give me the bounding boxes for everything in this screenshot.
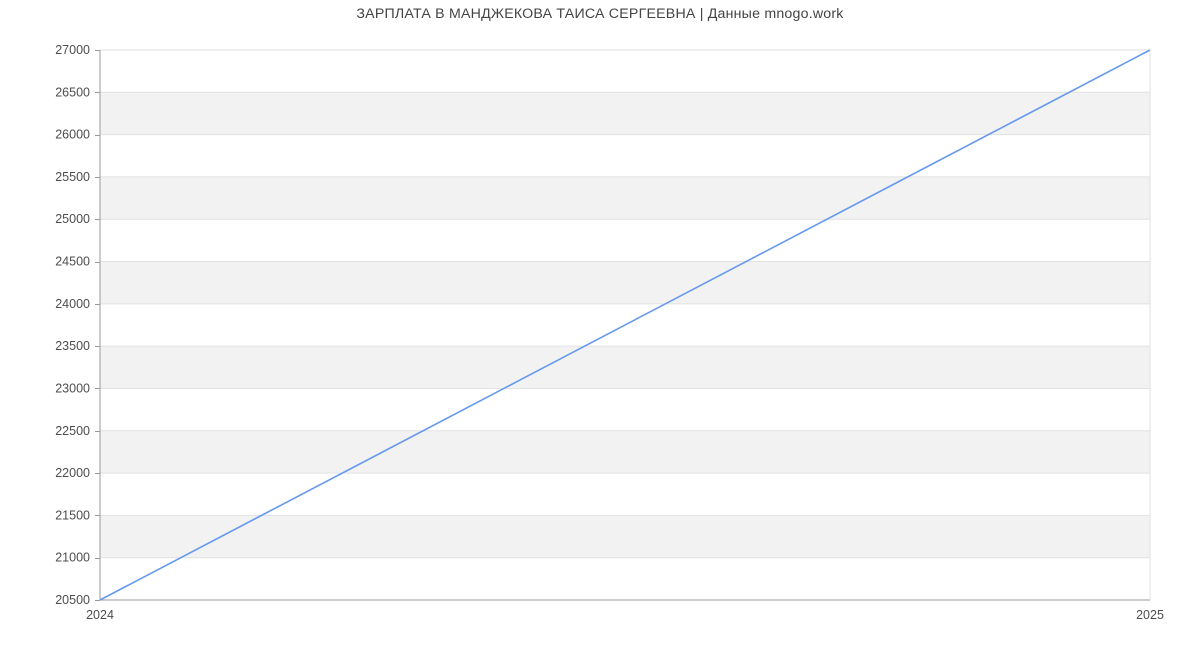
svg-text:21500: 21500 xyxy=(55,508,90,522)
svg-text:21000: 21000 xyxy=(55,551,90,565)
svg-text:20500: 20500 xyxy=(55,593,90,607)
svg-text:27000: 27000 xyxy=(55,43,90,57)
svg-text:25000: 25000 xyxy=(55,212,90,226)
svg-text:23500: 23500 xyxy=(55,339,90,353)
svg-text:23000: 23000 xyxy=(55,381,90,395)
svg-text:24000: 24000 xyxy=(55,297,90,311)
svg-text:26000: 26000 xyxy=(55,128,90,142)
svg-text:22000: 22000 xyxy=(55,466,90,480)
svg-text:2025: 2025 xyxy=(1136,608,1164,622)
svg-text:25500: 25500 xyxy=(55,170,90,184)
svg-text:22500: 22500 xyxy=(55,424,90,438)
svg-text:26500: 26500 xyxy=(55,85,90,99)
svg-text:24500: 24500 xyxy=(55,255,90,269)
svg-text:2024: 2024 xyxy=(86,608,114,622)
